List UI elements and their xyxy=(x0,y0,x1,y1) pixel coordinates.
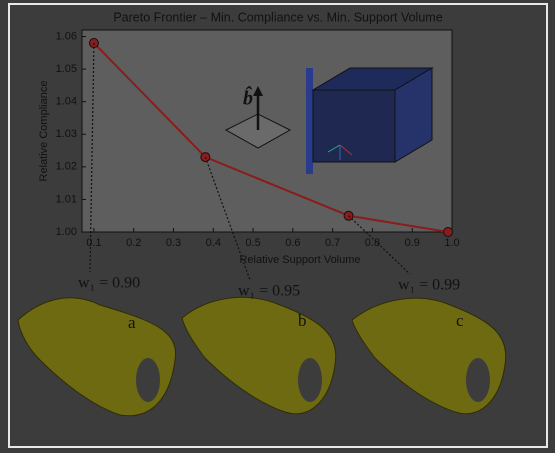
y-tick-label: 1.03 xyxy=(56,128,77,140)
part-images xyxy=(18,297,506,415)
chart-title: Pareto Frontier – Min. Compliance vs. Mi… xyxy=(113,10,442,24)
x-tick-label: 0.5 xyxy=(245,237,260,249)
x-axis-label: Relative Support Volume xyxy=(239,254,360,266)
y-tick-label: 1.00 xyxy=(56,226,77,238)
y-tick-label: 1.06 xyxy=(56,30,77,42)
y-tick-label: 1.05 xyxy=(56,63,77,75)
y-tick-label: 1.02 xyxy=(56,161,77,173)
annotation: w₁ = 0.99 xyxy=(398,277,460,294)
x-tick-label: 0.4 xyxy=(206,237,221,249)
y-axis-label: Relative Compliance xyxy=(38,81,50,182)
inset-label: b̂ xyxy=(243,85,253,110)
x-tick-label: 0.1 xyxy=(86,237,101,249)
y-tick-label: 1.04 xyxy=(56,96,77,108)
y-tick-label: 1.01 xyxy=(56,193,77,205)
data-point xyxy=(444,228,453,237)
panel-label: a xyxy=(128,313,136,332)
figure: Pareto Frontier – Min. Compliance vs. Mi… xyxy=(0,0,555,453)
panel-label: b xyxy=(298,311,307,330)
x-tick-label: 0.7 xyxy=(325,237,340,249)
x-tick-label: 0.2 xyxy=(126,237,141,249)
annotation: w₁ = 0.95 xyxy=(238,283,300,300)
x-tick-label: 0.3 xyxy=(166,237,181,249)
annotation: w₁ = 0.90 xyxy=(78,275,140,292)
x-tick-label: 0.6 xyxy=(285,237,300,249)
x-tick-label: 0.9 xyxy=(405,237,420,249)
page: Pareto Frontier – Min. Compliance vs. Mi… xyxy=(0,0,555,458)
x-tick-label: 1.0 xyxy=(444,237,459,249)
panel-label: c xyxy=(456,311,464,330)
